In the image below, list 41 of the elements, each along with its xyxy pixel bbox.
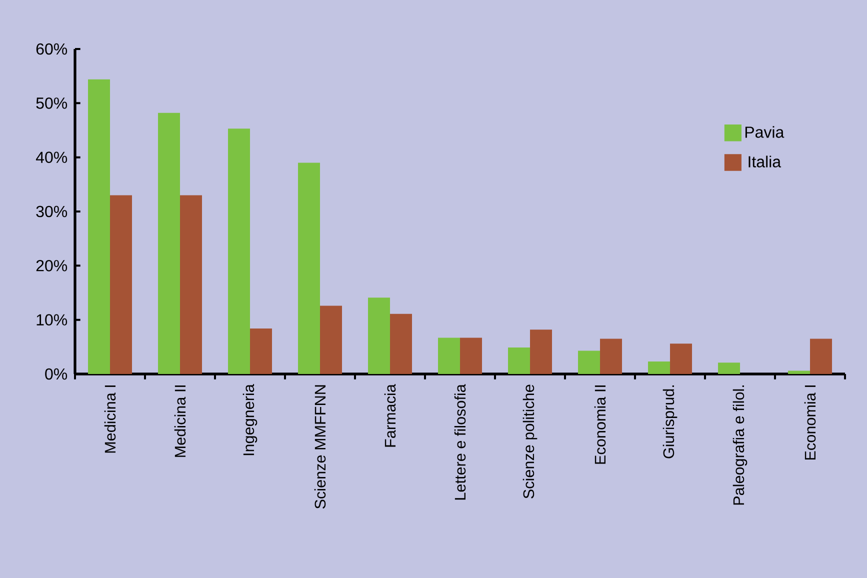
bar	[718, 362, 740, 374]
x-tick-label: Economia II	[594, 385, 606, 464]
x-tick-label: Giurisprud.	[662, 385, 678, 458]
bar	[298, 162, 320, 374]
x-tick-label: Medicina I	[104, 385, 116, 453]
bar	[110, 195, 132, 374]
x-tick-label: Scienze MMFFNN	[314, 385, 326, 509]
bar	[228, 128, 250, 374]
bar	[250, 328, 272, 374]
bar	[320, 306, 342, 374]
x-tick-label: Ingegneria	[242, 384, 258, 456]
bar	[788, 370, 810, 374]
bar	[600, 338, 622, 374]
x-tick-label: Farmacia	[384, 384, 396, 447]
y-tick-label: 10%	[36, 314, 68, 326]
bar	[390, 314, 412, 374]
legend-label: Italia	[748, 156, 782, 168]
bar	[810, 338, 832, 374]
bar	[670, 344, 692, 374]
bar	[88, 79, 110, 374]
bar	[578, 350, 600, 374]
bar	[530, 330, 552, 374]
x-tick-label: Paleografia e filol.	[732, 385, 748, 505]
bar	[180, 195, 202, 374]
y-tick-label: 60%	[36, 43, 68, 55]
bar	[508, 347, 530, 374]
x-tick-label: Scienze politiche	[522, 384, 538, 498]
bar	[460, 338, 482, 374]
bar	[158, 112, 180, 374]
y-tick-label: 20%	[36, 260, 68, 272]
bar	[438, 338, 460, 374]
y-tick-label: 30%	[36, 206, 68, 218]
legend-label: Pavia	[745, 126, 784, 138]
x-tick-label: Lettere e filosofia	[454, 384, 466, 500]
y-tick-label: 50%	[36, 98, 68, 109]
bar	[368, 298, 390, 374]
x-tick-label: Medicina II	[174, 385, 186, 457]
y-tick-label: 40%	[36, 152, 68, 163]
bar	[648, 362, 670, 374]
y-tick-label: 0%	[45, 368, 68, 380]
x-tick-label: Economia I	[804, 385, 816, 460]
